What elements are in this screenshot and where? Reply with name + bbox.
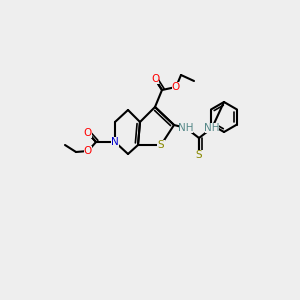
Text: N: N <box>111 137 119 147</box>
Text: O: O <box>151 74 159 84</box>
Bar <box>111 137 119 147</box>
Bar <box>84 146 92 156</box>
Bar <box>205 123 219 133</box>
Bar <box>84 128 92 138</box>
Text: O: O <box>84 146 92 156</box>
Bar <box>151 74 159 84</box>
Bar <box>179 123 193 133</box>
Bar <box>157 140 165 150</box>
Bar <box>172 82 180 92</box>
Text: NH: NH <box>178 123 194 133</box>
Text: O: O <box>84 128 92 138</box>
Text: S: S <box>158 140 164 150</box>
Bar <box>195 150 203 160</box>
Text: NH: NH <box>204 123 220 133</box>
Text: O: O <box>172 82 180 92</box>
Text: S: S <box>196 150 202 160</box>
